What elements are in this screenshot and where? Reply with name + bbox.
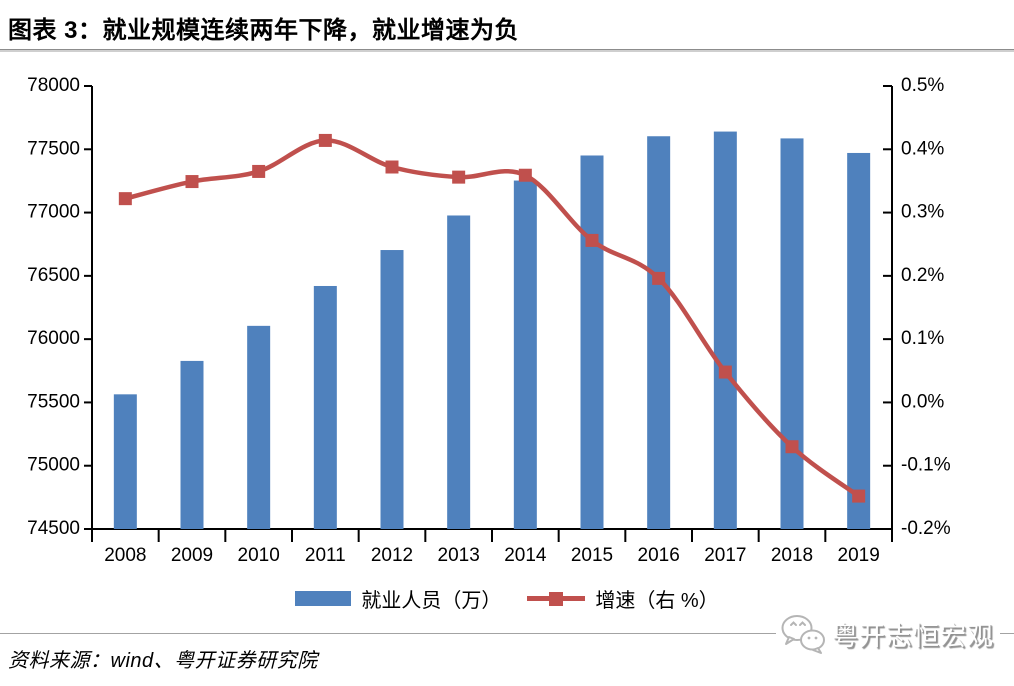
growth-marker-2017 xyxy=(718,365,732,379)
page-title: 图表 3：就业规模连续两年下降，就业增速为负 xyxy=(8,17,520,44)
x-axis-label: 2014 xyxy=(504,545,547,566)
growth-line-path xyxy=(123,138,861,499)
growth-marker-2018 xyxy=(785,440,799,454)
bar-2009 xyxy=(180,360,204,529)
right-axis-label: -0.2% xyxy=(901,518,951,539)
x-axis-label: 2015 xyxy=(571,545,613,566)
bar-2008 xyxy=(113,394,137,529)
title-divider xyxy=(0,49,1014,52)
left-axis-label: 75000 xyxy=(27,455,80,476)
x-axis-label: 2013 xyxy=(438,545,480,566)
x-axis-label: 2019 xyxy=(838,545,880,566)
legend-item-employment: 就业人员（万） xyxy=(295,584,501,613)
chart-canvas: 78000 77500 77000 76500 76000 75500 75000 74500… xyxy=(27,75,951,566)
right-axis-label: 0.1% xyxy=(901,328,944,349)
footer-divider xyxy=(0,633,1014,634)
growth-marker-2009 xyxy=(185,175,199,189)
left-axis-label: 78000 xyxy=(27,75,80,96)
bar-2013 xyxy=(447,215,471,529)
growth-marker-2013 xyxy=(452,170,466,184)
growth-marker-2015 xyxy=(585,233,599,247)
growth-marker-2012 xyxy=(385,160,399,174)
x-axis-label: 2010 xyxy=(238,545,280,566)
right-axis-label: 0.3% xyxy=(901,202,944,223)
bar-2018 xyxy=(780,138,804,529)
right-axis-label: 0.5% xyxy=(901,75,944,96)
x-axis-label: 2012 xyxy=(371,545,413,566)
x-axis-label: 2008 xyxy=(104,545,146,566)
x-axis-label: 2018 xyxy=(771,545,813,566)
x-axis-label: 2009 xyxy=(171,545,213,566)
left-axis-label: 75500 xyxy=(27,391,80,412)
watermark: 粤开志恒宏观 xyxy=(776,607,1001,661)
bar-2016 xyxy=(647,136,671,530)
bar-2015 xyxy=(580,155,604,529)
bar-2010 xyxy=(247,325,271,529)
legend-line-swatch-icon xyxy=(527,591,586,606)
bar-2019 xyxy=(847,152,871,529)
legend-label-growth: 增速（右 %） xyxy=(595,590,719,612)
left-axis-label: 76000 xyxy=(27,328,80,349)
growth-marker-2011 xyxy=(318,133,332,147)
left-axis-label: 76500 xyxy=(27,265,80,286)
legend-item-growth: 增速（右 %） xyxy=(527,584,719,613)
x-axis-label: 2016 xyxy=(638,545,680,566)
right-axis-label: 0.4% xyxy=(901,138,944,159)
left-axis-label: 77000 xyxy=(27,202,80,223)
growth-marker-2014 xyxy=(518,168,532,182)
right-axis-label: 0.0% xyxy=(901,391,944,412)
x-axis-label: 2011 xyxy=(305,545,346,566)
growth-marker-2019 xyxy=(852,489,866,503)
growth-marker-2008 xyxy=(118,192,132,206)
legend-bar-swatch-icon xyxy=(295,591,352,606)
x-axis-label: 2017 xyxy=(704,545,746,566)
growth-marker-2010 xyxy=(252,164,266,178)
bar-2012 xyxy=(380,250,404,530)
left-axis-label: 74500 xyxy=(27,518,80,539)
chart-legend: 就业人员（万） 增速（右 %） xyxy=(0,584,1014,613)
growth-marker-2016 xyxy=(652,271,666,285)
wechat-icon xyxy=(781,615,825,654)
source-text: 资料来源：wind、粤开证券研究院 xyxy=(8,650,318,672)
legend-label-employment: 就业人员（万） xyxy=(361,590,502,612)
growth-line-series xyxy=(118,133,866,503)
right-axis-label: 0.2% xyxy=(901,265,944,286)
bar-2011 xyxy=(313,285,337,529)
watermark-text: 粤开志恒宏观 xyxy=(832,620,995,651)
bars-series xyxy=(113,131,871,530)
right-axis-label: -0.1% xyxy=(901,455,951,476)
left-axis-label: 77500 xyxy=(27,138,80,159)
bar-2014 xyxy=(513,180,537,529)
bar-2017 xyxy=(713,131,737,529)
